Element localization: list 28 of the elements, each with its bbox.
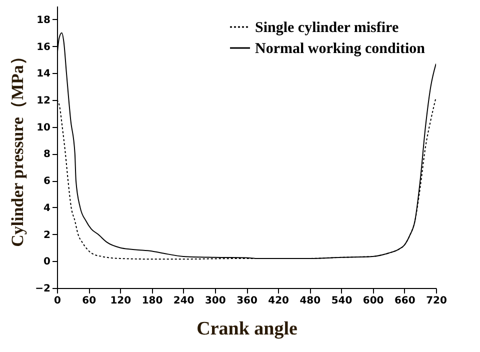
x-tick-label: 0 [54, 296, 62, 306]
x-axis-title: Crank angle [196, 318, 298, 340]
y-tick-label: 0 [44, 256, 51, 268]
y-tick-label: 2 [44, 230, 51, 241]
x-tick-label: 540 [331, 296, 352, 306]
x-tick-label: 660 [394, 296, 416, 306]
x-tick-label: 120 [110, 296, 132, 306]
y-axis-title: Cylinder pressure（MPa） [8, 48, 28, 247]
x-tick-label: 420 [268, 296, 290, 306]
y-tick-label: −2 [35, 284, 51, 294]
y-tick-label: 6 [44, 176, 51, 188]
y-tick-label: 16 [36, 42, 51, 53]
y-tick-label: 18 [36, 14, 51, 26]
x-tick-label: 180 [142, 296, 163, 306]
x-tick-label: 300 [204, 296, 226, 306]
x-tick-label: 60 [82, 296, 96, 306]
y-tick-label: 12 [36, 96, 51, 106]
x-tick-label: 240 [173, 296, 194, 306]
x-tick-label: 480 [300, 296, 321, 306]
legend-label: Normal working condition [255, 41, 426, 57]
x-tick-label: 720 [426, 296, 447, 306]
x-tick-label: 360 [236, 296, 258, 306]
y-tick-label: 10 [36, 122, 51, 134]
x-tick-label: 600 [362, 296, 384, 306]
y-tick-label: 8 [44, 149, 51, 160]
y-tick-label: 4 [44, 202, 51, 214]
legend-label: Single cylinder misfire [255, 20, 399, 36]
y-tick-label: 14 [36, 68, 51, 80]
